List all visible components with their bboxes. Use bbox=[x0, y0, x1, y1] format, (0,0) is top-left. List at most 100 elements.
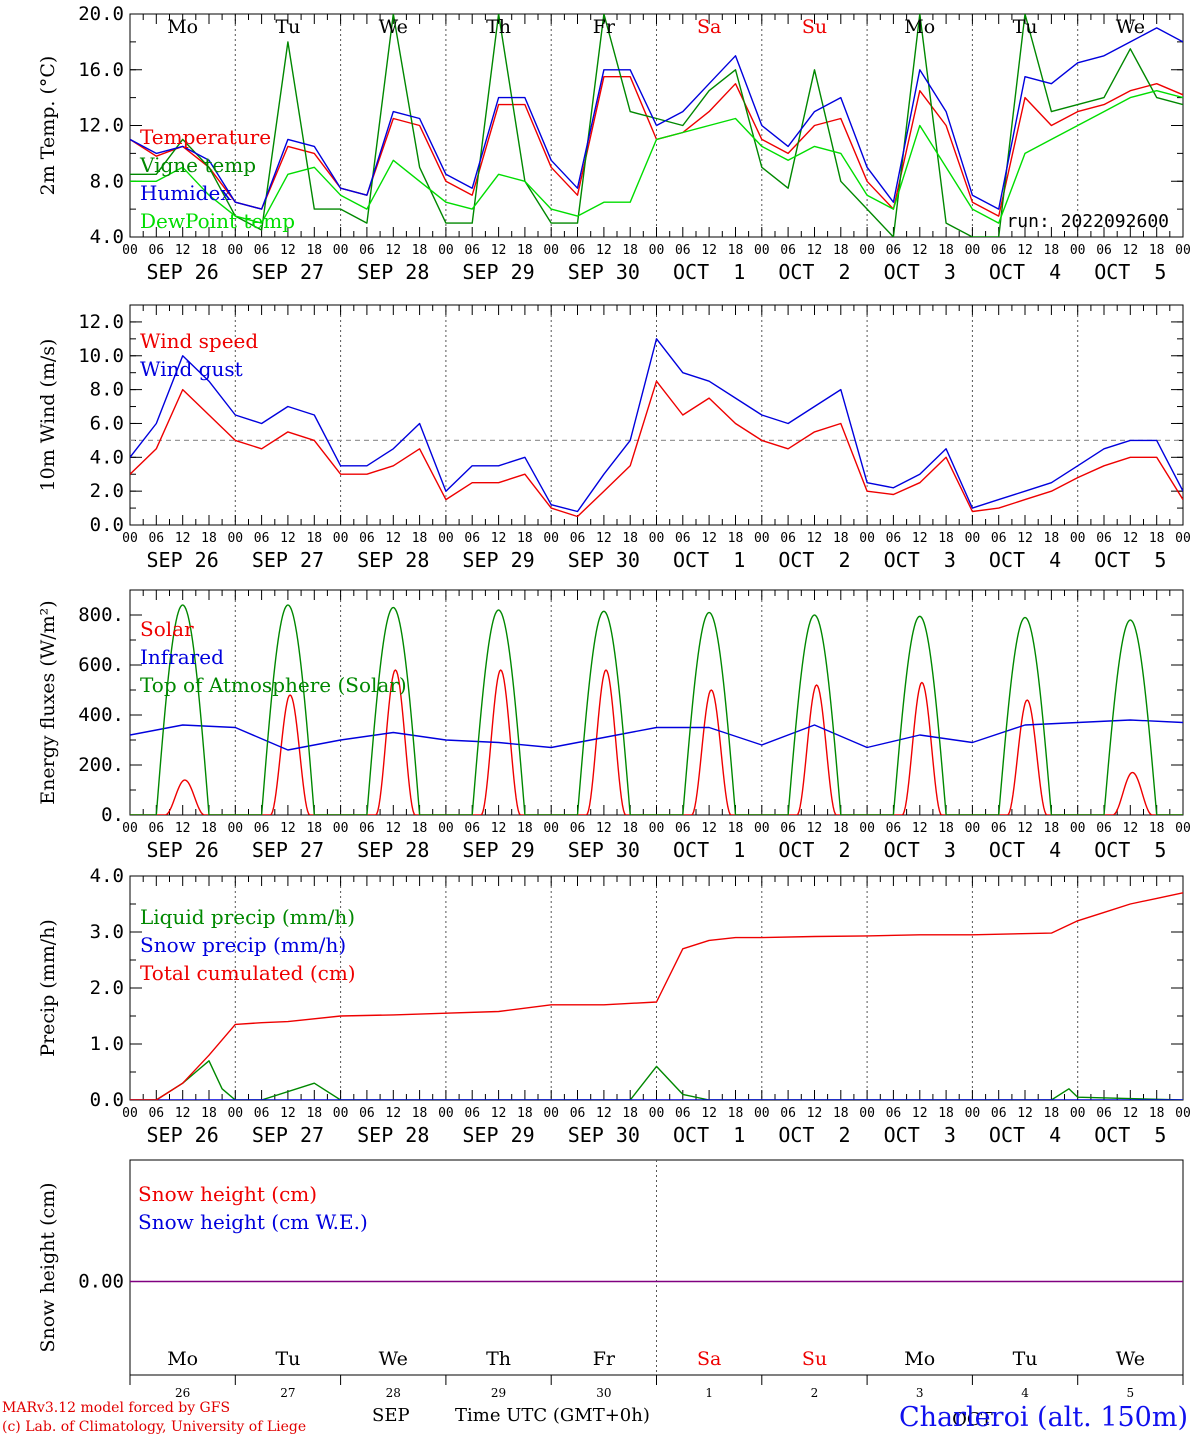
hour-label: 12 bbox=[1123, 243, 1139, 258]
hour-label: 06 bbox=[780, 821, 796, 836]
hour-label: 06 bbox=[991, 1106, 1007, 1121]
hour-label: 12 bbox=[1017, 243, 1033, 258]
hour-label: 12 bbox=[1123, 821, 1139, 836]
hour-label: 00 bbox=[859, 243, 875, 258]
hour-label: 06 bbox=[570, 531, 586, 546]
legend-entry: Wind gust bbox=[140, 357, 243, 381]
hour-label: 06 bbox=[675, 1106, 691, 1121]
time-ticks bbox=[129, 305, 1184, 525]
legend-entry: Humidex bbox=[140, 181, 232, 205]
hour-label: 12 bbox=[912, 821, 928, 836]
hour-label: 18 bbox=[517, 821, 533, 836]
date-label: OCT 5 bbox=[1094, 260, 1166, 284]
y-tick-label: 8.0 bbox=[90, 379, 124, 401]
hour-label: 06 bbox=[780, 243, 796, 258]
hour-label: 18 bbox=[728, 1106, 744, 1121]
hour-label: 00 bbox=[1175, 243, 1191, 258]
hour-label: 18 bbox=[201, 1106, 217, 1121]
hour-label: 18 bbox=[201, 531, 217, 546]
hour-label: 00 bbox=[754, 243, 770, 258]
hour-label: 00 bbox=[1070, 531, 1086, 546]
date-label: OCT 4 bbox=[989, 1123, 1061, 1147]
weekday-label: Su bbox=[802, 1348, 827, 1370]
hour-label: 12 bbox=[807, 821, 823, 836]
legend-entry: Solar bbox=[140, 617, 194, 641]
hour-label: 06 bbox=[148, 531, 164, 546]
series-group bbox=[130, 892, 1183, 1100]
hour-label: 06 bbox=[780, 531, 796, 546]
hour-label: 12 bbox=[596, 243, 612, 258]
weekday-label: We bbox=[379, 1348, 408, 1370]
hour-label: 12 bbox=[175, 821, 191, 836]
hour-label: 12 bbox=[280, 243, 296, 258]
hour-label: 06 bbox=[464, 243, 480, 258]
panel-4: 0.0 1.0 2.0 3.0 4.0 Precip (mm/h) Liquid preci… bbox=[37, 865, 1191, 1147]
series-group bbox=[130, 604, 1183, 815]
hour-label: 00 bbox=[1175, 531, 1191, 546]
series-line-1 bbox=[130, 1060, 1183, 1100]
date-label: SEP 30 bbox=[568, 548, 640, 572]
legend-entry: Total cumulated (cm) bbox=[140, 961, 356, 985]
hour-label: 00 bbox=[649, 243, 665, 258]
hour-label: 18 bbox=[306, 531, 322, 546]
hour-label: 06 bbox=[675, 821, 691, 836]
hour-label: 12 bbox=[385, 821, 401, 836]
legend-entry: Vigne temp bbox=[139, 153, 256, 177]
hour-label: 18 bbox=[1149, 243, 1165, 258]
y-tick-label: 2.0 bbox=[90, 977, 124, 999]
hour-label: 00 bbox=[543, 1106, 559, 1121]
time-ticks bbox=[129, 876, 1184, 1100]
hour-label: 18 bbox=[728, 531, 744, 546]
hour-label: 18 bbox=[306, 821, 322, 836]
date-label: SEP 28 bbox=[357, 548, 429, 572]
weekday-label: Fr bbox=[593, 16, 616, 38]
hour-label: 06 bbox=[254, 821, 270, 836]
hour-label: 12 bbox=[385, 531, 401, 546]
weekday-label: We bbox=[1116, 1348, 1145, 1370]
hour-label: 12 bbox=[596, 1106, 612, 1121]
series-line-3 bbox=[130, 892, 1183, 1100]
hour-label: 18 bbox=[517, 243, 533, 258]
hour-label: 00 bbox=[1070, 821, 1086, 836]
hour-label: 12 bbox=[912, 1106, 928, 1121]
hour-label: 12 bbox=[1017, 821, 1033, 836]
hour-label: 06 bbox=[886, 1106, 902, 1121]
series-line-3 bbox=[130, 27, 1183, 210]
day-number: 28 bbox=[386, 1386, 401, 1400]
hour-label: 06 bbox=[675, 243, 691, 258]
hour-label: 18 bbox=[833, 1106, 849, 1121]
hour-label: 00 bbox=[965, 1106, 981, 1121]
day-number: 2 bbox=[811, 1386, 819, 1400]
hour-label: 12 bbox=[1017, 1106, 1033, 1121]
hour-label: 00 bbox=[965, 821, 981, 836]
hour-label: 06 bbox=[886, 531, 902, 546]
hour-label: 06 bbox=[254, 1106, 270, 1121]
y-tick-label: 20.0 bbox=[78, 3, 124, 25]
legend-entry: Wind speed bbox=[140, 329, 258, 353]
hour-label: 00 bbox=[333, 821, 349, 836]
hour-label: 00 bbox=[333, 243, 349, 258]
hour-label: 06 bbox=[148, 821, 164, 836]
date-label: SEP 27 bbox=[252, 548, 324, 572]
weekday-label: Mo bbox=[167, 16, 198, 38]
hour-label: 12 bbox=[385, 243, 401, 258]
hour-label: 18 bbox=[1149, 1106, 1165, 1121]
y-axis-title: 10m Wind (m/s) bbox=[37, 339, 59, 492]
series-line-2 bbox=[130, 338, 1183, 513]
hour-label: 12 bbox=[175, 1106, 191, 1121]
y-tick-label: 4.0 bbox=[90, 446, 124, 468]
hour-label: 06 bbox=[464, 821, 480, 836]
hour-label: 00 bbox=[122, 1106, 138, 1121]
hour-label: 06 bbox=[359, 531, 375, 546]
hour-label: 06 bbox=[675, 531, 691, 546]
y-tick-label: 10.0 bbox=[78, 345, 124, 367]
hour-label: 00 bbox=[1070, 243, 1086, 258]
hour-label: 00 bbox=[438, 531, 454, 546]
lab-credit: (c) Lab. of Climatology, University of L… bbox=[2, 1419, 307, 1435]
date-label: OCT 3 bbox=[884, 1123, 956, 1147]
hour-label: 18 bbox=[622, 531, 638, 546]
hour-label: 06 bbox=[254, 243, 270, 258]
hour-label: 06 bbox=[1096, 1106, 1112, 1121]
weekday-label: Mo bbox=[904, 16, 935, 38]
